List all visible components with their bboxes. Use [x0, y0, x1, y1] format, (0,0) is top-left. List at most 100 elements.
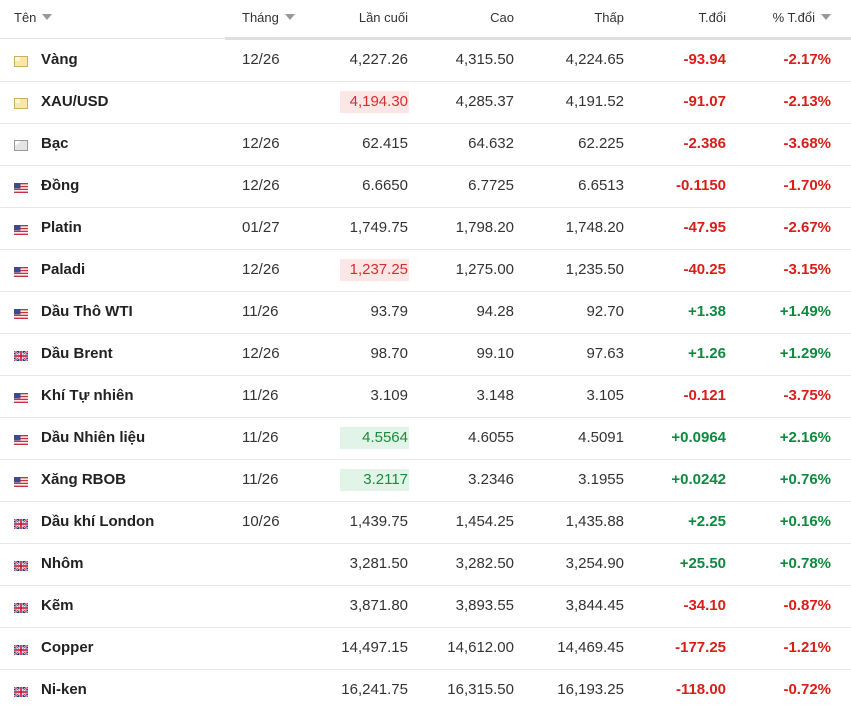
- change: -118.00: [675, 681, 726, 698]
- low-price: 3,254.90: [565, 555, 624, 572]
- change: -40.25: [683, 261, 726, 278]
- change: +0.0964: [671, 429, 726, 446]
- change-pct: -0.72%: [783, 681, 831, 698]
- change-pct: -1.70%: [783, 177, 831, 194]
- flag-icon: [13, 642, 29, 660]
- last-price: 4.5564: [362, 429, 408, 446]
- low-price: 3,844.45: [565, 597, 624, 614]
- change-pct: +0.16%: [779, 513, 831, 530]
- commodity-name[interactable]: Bạc: [41, 135, 69, 152]
- change: +2.25: [688, 513, 726, 530]
- change-pct: -2.67%: [783, 219, 831, 236]
- last-price: 4,194.30: [349, 93, 408, 110]
- last-price: 3.109: [370, 387, 408, 404]
- row-border: [0, 543, 851, 544]
- price-flash: [340, 91, 409, 113]
- row-border: [0, 207, 851, 208]
- header-text: Tên: [14, 10, 37, 25]
- row-border: [0, 501, 851, 502]
- flag-icon: [14, 432, 28, 450]
- flag-icon: [14, 180, 28, 198]
- change-pct: -3.15%: [783, 261, 831, 278]
- row-border: [0, 249, 851, 250]
- low-price: 92.70: [586, 303, 624, 320]
- row-border: [0, 627, 851, 628]
- low-price: 4,224.65: [565, 51, 624, 68]
- flag-icon: [14, 222, 28, 240]
- header-text: % T.đổi: [772, 10, 815, 25]
- month: 11/26: [242, 303, 279, 320]
- change: -47.95: [683, 219, 726, 236]
- flag-icon: [13, 600, 29, 618]
- low-price: 97.63: [586, 345, 624, 362]
- high-price: 16,315.50: [447, 681, 514, 698]
- commodity-name[interactable]: Dầu Nhiên liệu: [41, 429, 146, 446]
- commodity-name[interactable]: Dầu Brent: [41, 345, 113, 362]
- low-price: 3.1955: [578, 471, 624, 488]
- month: 11/26: [242, 471, 279, 488]
- last-price: 14,497.15: [341, 639, 408, 656]
- header-last[interactable]: Lần cuối: [358, 10, 408, 25]
- sort-icon: [821, 14, 831, 20]
- high-price: 99.10: [476, 345, 514, 362]
- month: 01/27: [242, 219, 280, 236]
- sort-icon: [284, 14, 295, 20]
- last-price: 93.79: [370, 303, 408, 320]
- last-price: 1,439.75: [349, 513, 408, 530]
- high-price: 3.2346: [468, 471, 514, 488]
- commodity-name[interactable]: Dầu Thô WTI: [41, 303, 133, 320]
- high-price: 94.28: [476, 303, 514, 320]
- commodity-name[interactable]: Platin: [41, 219, 82, 236]
- low-price: 14,469.45: [557, 639, 624, 656]
- header-underline: [225, 37, 851, 40]
- commodity-name[interactable]: Ni-ken: [41, 681, 87, 698]
- flag-icon: [14, 390, 28, 408]
- header-text: Tháng: [242, 10, 279, 25]
- change-pct: -0.87%: [783, 597, 831, 614]
- flag-icon: [13, 516, 29, 534]
- commodity-name[interactable]: Nhôm: [41, 555, 84, 572]
- low-price: 3.105: [586, 387, 624, 404]
- high-price: 4,315.50: [455, 51, 514, 68]
- header-month[interactable]: Tháng: [242, 8, 295, 28]
- last-price: 6.6650: [362, 177, 408, 194]
- low-price: 1,435.88: [565, 513, 624, 530]
- commodity-name[interactable]: Vàng: [41, 51, 78, 68]
- last-price: 3.2117: [363, 471, 408, 488]
- header-high[interactable]: Cao: [490, 10, 514, 25]
- month: 12/26: [242, 177, 280, 194]
- header-name[interactable]: Tên: [14, 8, 53, 28]
- flag-icon: [14, 138, 28, 156]
- change-pct: +1.29%: [779, 345, 831, 362]
- header-low[interactable]: Thấp: [594, 10, 624, 25]
- high-price: 6.7725: [468, 177, 514, 194]
- commodity-name[interactable]: Xăng RBOB: [41, 471, 127, 488]
- commodity-name[interactable]: Khí Tự nhiên: [41, 387, 134, 404]
- commodity-name[interactable]: Kẽm: [41, 597, 74, 614]
- high-price: 14,612.00: [447, 639, 514, 656]
- change: -91.07: [683, 93, 726, 110]
- price-flash: [340, 427, 409, 449]
- price-flash: [340, 259, 409, 281]
- change: -0.1150: [675, 177, 726, 194]
- change: -177.25: [675, 639, 726, 656]
- change: -0.121: [683, 387, 726, 404]
- commodity-name[interactable]: Đồng: [41, 177, 80, 194]
- high-price: 64.632: [468, 135, 514, 152]
- commodity-name[interactable]: Paladi: [41, 261, 86, 278]
- header-change[interactable]: T.đổi: [698, 10, 726, 25]
- high-price: 4.6055: [468, 429, 514, 446]
- low-price: 4,191.52: [565, 93, 624, 110]
- flag-icon: [14, 54, 28, 72]
- row-border: [0, 417, 851, 418]
- change-pct: -2.13%: [783, 93, 831, 110]
- low-price: 4.5091: [578, 429, 624, 446]
- commodity-name[interactable]: XAU/USD: [41, 93, 109, 110]
- row-border: [0, 585, 851, 586]
- change: +1.38: [688, 303, 726, 320]
- commodity-name[interactable]: Copper: [41, 639, 94, 656]
- commodity-name[interactable]: Dầu khí London: [41, 513, 155, 530]
- header-change-pct[interactable]: % T.đổi: [773, 8, 831, 28]
